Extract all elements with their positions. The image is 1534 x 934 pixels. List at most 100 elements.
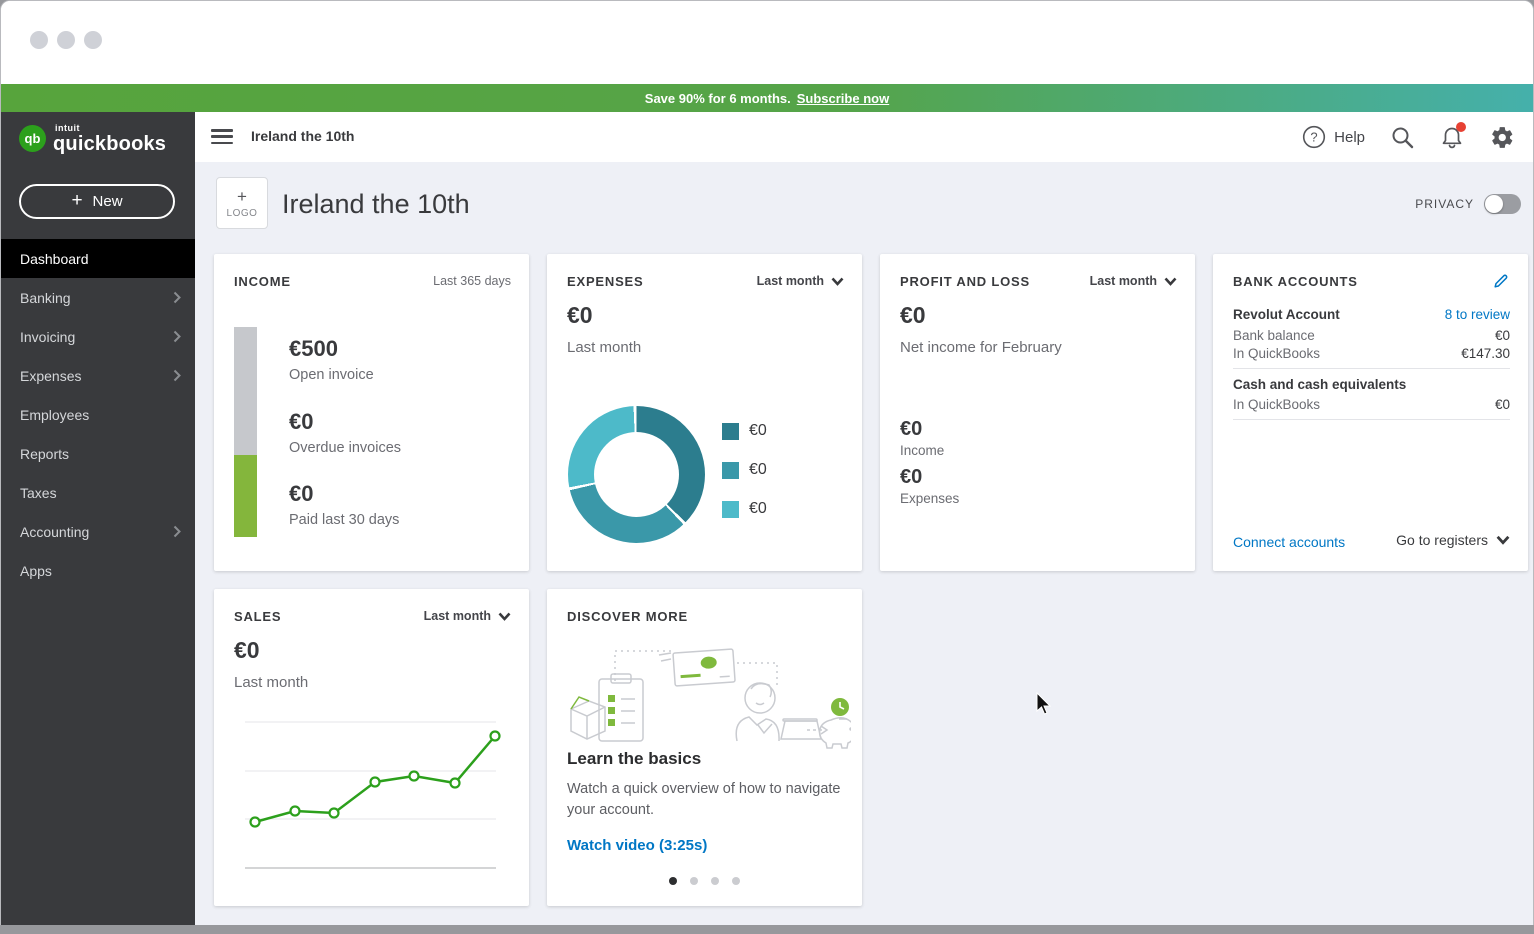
watch-video-link[interactable]: Watch video (3:25s) — [567, 837, 708, 854]
topbar-company-name: Ireland the 10th — [251, 128, 355, 144]
sidebar-item-employees[interactable]: Employees — [1, 395, 195, 434]
card-title: DISCOVER MORE — [567, 609, 688, 624]
card-title: INCOME — [234, 274, 291, 289]
registers-label: Go to registers — [1396, 532, 1488, 548]
pl-expenses-value: €0 — [900, 466, 923, 488]
cash-account-name: Cash and cash equivalents — [1233, 377, 1407, 392]
legend-item: €0 — [722, 461, 767, 479]
connect-accounts-link[interactable]: Connect accounts — [1233, 534, 1346, 550]
search-icon — [1392, 127, 1414, 148]
sidebar-nav: Dashboard Banking Invoicing Expenses Emp… — [1, 239, 195, 590]
carousel-dot[interactable] — [690, 877, 698, 885]
discover-body: Watch a quick overview of how to navigat… — [567, 781, 841, 819]
banknote-icon — [672, 648, 736, 687]
logo-placeholder-label: LOGO — [226, 207, 258, 219]
expenses-amount: €0 — [567, 302, 593, 328]
sales-card: SALES Last month €0 Last month — [214, 589, 529, 906]
promo-text: Save 90% for 6 months. — [644, 90, 791, 106]
window-dot-icon[interactable] — [30, 31, 48, 49]
sidebar-item-taxes[interactable]: Taxes — [1, 473, 195, 512]
expenses-donut[interactable] — [568, 406, 705, 543]
carousel-dots — [547, 877, 862, 885]
page-title: Ireland the 10th — [282, 189, 470, 219]
sales-amount: €0 — [234, 637, 260, 663]
qb-logo-icon: qb — [19, 125, 46, 152]
chevron-down-icon — [498, 612, 511, 621]
net-income-subtitle: Net income for February — [900, 339, 1062, 356]
notifications-button[interactable] — [1440, 121, 1466, 150]
dotted-connector — [737, 662, 778, 685]
expenses-legend: €0 €0 €0 — [722, 422, 767, 518]
speed-lines — [658, 652, 672, 662]
chevron-down-icon — [831, 277, 844, 286]
sidebar-item-invoicing[interactable]: Invoicing — [1, 317, 195, 356]
income-stacked-bar[interactable] — [234, 327, 257, 537]
toggle-knob — [1485, 195, 1503, 213]
chevron-down-icon — [1164, 277, 1177, 286]
piggy-bank-icon — [818, 717, 851, 749]
expenses-legend-swatch — [722, 461, 739, 479]
to-review-link[interactable]: 8 to review — [1444, 307, 1510, 322]
carousel-dot[interactable] — [669, 877, 677, 885]
open-invoice-label: Open invoice — [289, 367, 374, 383]
edit-bank-accounts-button[interactable] — [1492, 272, 1510, 290]
overdue-label: Overdue invoices — [289, 440, 402, 456]
go-to-registers-dropdown[interactable]: Go to registers — [1396, 532, 1510, 548]
chevron-right-icon — [173, 525, 181, 538]
privacy-toggle[interactable] — [1484, 194, 1521, 214]
company-logo-upload[interactable]: + LOGO — [216, 177, 268, 229]
sidebar-item-dashboard[interactable]: Dashboard — [1, 239, 195, 278]
sales-period-dropdown[interactable]: Last month — [424, 609, 511, 623]
window-dot-icon[interactable] — [84, 31, 102, 49]
profit-period-dropdown[interactable]: Last month — [1090, 274, 1177, 288]
legend-label: €0 — [749, 461, 767, 478]
window-controls[interactable] — [30, 31, 102, 49]
in-quickbooks-label: In QuickBooks — [1233, 397, 1321, 412]
help-icon: ? — [1303, 125, 1326, 149]
window-dot-icon[interactable] — [57, 31, 75, 49]
sidebar: qb intuit quickbooks + New Dashboard Ban… — [1, 112, 195, 925]
subscribe-now-link[interactable]: Subscribe now — [796, 90, 890, 106]
bank-account-name: Revolut Account — [1233, 307, 1340, 322]
pl-income-label: Income — [900, 443, 945, 458]
privacy-label: PRIVACY — [1415, 197, 1474, 211]
in-quickbooks-value: €0 — [1494, 397, 1510, 412]
hamburger-menu-icon[interactable] — [211, 129, 233, 144]
carousel-dot[interactable] — [732, 877, 740, 885]
expenses-card: EXPENSES Last month €0 Last month €0 — [547, 254, 862, 571]
window-chrome — [1, 1, 1533, 84]
expenses-legend-swatch — [722, 422, 739, 440]
bank-balance-value: €0 — [1494, 328, 1510, 343]
sidebar-item-accounting[interactable]: Accounting — [1, 512, 195, 551]
legend-label: €0 — [749, 422, 767, 439]
legend-label: €0 — [749, 500, 767, 517]
paid-label: Paid last 30 days — [289, 512, 400, 528]
expenses-period-dropdown[interactable]: Last month — [757, 274, 844, 288]
new-button[interactable]: + New — [19, 184, 175, 219]
card-title: EXPENSES — [567, 274, 644, 289]
income-card: INCOME Last 365 days €500 Open invoice €… — [214, 254, 529, 571]
quickbooks-logo: qb intuit quickbooks — [19, 124, 166, 154]
help-button[interactable]: ? Help — [1302, 125, 1365, 149]
sidebar-item-expenses[interactable]: Expenses — [1, 356, 195, 395]
sidebar-item-reports[interactable]: Reports — [1, 434, 195, 473]
intuit-wordmark: intuit — [55, 123, 80, 133]
sidebar-item-label: Banking — [20, 289, 71, 306]
bank-accounts-card: BANK ACCOUNTS Revolut Account 8 to revie… — [1213, 254, 1528, 571]
sidebar-item-apps[interactable]: Apps — [1, 551, 195, 590]
checklist-marks — [608, 695, 615, 726]
pencil-icon — [1494, 274, 1508, 288]
search-button[interactable] — [1391, 126, 1414, 149]
settings-button[interactable] — [1490, 125, 1515, 150]
open-invoice-value: €500 — [289, 336, 338, 361]
period-label: Last month — [1089, 274, 1157, 288]
promo-banner: Save 90% for 6 months. Subscribe now — [1, 84, 1533, 112]
sidebar-item-banking[interactable]: Banking — [1, 278, 195, 317]
person-laptop-icon — [735, 682, 822, 742]
discover-more-card: DISCOVER MORE — [547, 589, 862, 906]
carousel-dot[interactable] — [711, 877, 719, 885]
income-bar-open — [234, 327, 257, 456]
sales-line-chart[interactable] — [242, 709, 504, 881]
chevron-right-icon — [173, 330, 181, 343]
